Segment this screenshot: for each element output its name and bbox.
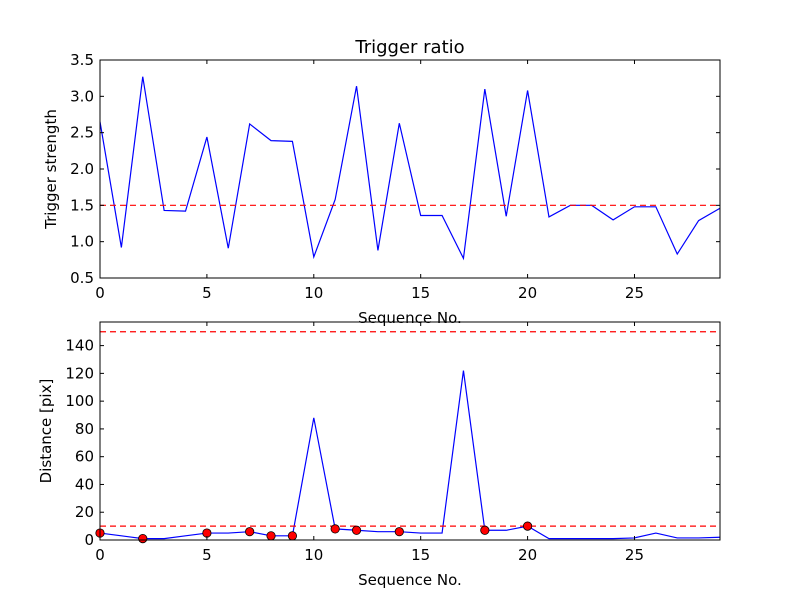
y-tick-label: 3.0 bbox=[70, 87, 94, 105]
distance-plot: Sequence No. Distance [pix] 0 5 10 15 20 25 0 2… bbox=[37, 321, 721, 589]
data-point-marker bbox=[351, 525, 362, 535]
chart-title: Trigger ratio bbox=[354, 37, 464, 58]
x-tick-label: 25 bbox=[625, 284, 644, 302]
y-tick-label: 140 bbox=[65, 337, 94, 355]
y-tick-label: 40 bbox=[75, 475, 94, 493]
x-tick-label: 10 bbox=[304, 546, 323, 564]
x-tick-label: 15 bbox=[411, 284, 430, 302]
y-tick-label: 1.5 bbox=[70, 196, 94, 214]
x-tick-label: 5 bbox=[202, 284, 212, 302]
data-point-marker bbox=[394, 527, 404, 537]
y-tick-label: 20 bbox=[75, 503, 94, 521]
x-tick-label: 0 bbox=[95, 284, 105, 302]
y-axis-label: Distance [pix] bbox=[37, 379, 55, 484]
data-point-marker bbox=[245, 527, 255, 537]
axes-frame bbox=[99, 321, 721, 541]
data-point-marker bbox=[522, 521, 533, 531]
y-tick-label: 0.5 bbox=[70, 269, 94, 287]
y-tick-label: 80 bbox=[75, 420, 94, 438]
y-tick-label: 100 bbox=[65, 392, 94, 410]
x-tick-label: 15 bbox=[411, 546, 430, 564]
trigger-ratio-plot: Trigger ratio Sequence No. Trigger stren… bbox=[42, 37, 721, 327]
y-tick-label: 2.5 bbox=[70, 124, 94, 142]
y-tick-label: 3.5 bbox=[70, 51, 94, 69]
data-point-marker bbox=[202, 528, 212, 538]
y-tick-label: 0 bbox=[84, 531, 94, 549]
data-point-marker bbox=[138, 534, 148, 544]
x-axis-label: Sequence No. bbox=[358, 571, 462, 589]
x-tick-label: 20 bbox=[518, 546, 537, 564]
x-tick-label: 0 bbox=[95, 546, 105, 564]
y-tick-label: 2.0 bbox=[70, 160, 94, 178]
y-tick-label: 60 bbox=[75, 448, 94, 466]
x-tick-label: 25 bbox=[625, 546, 644, 564]
x-tick-label: 10 bbox=[304, 284, 323, 302]
data-point-marker bbox=[287, 531, 298, 541]
y-tick-label: 1.0 bbox=[70, 233, 94, 251]
data-point-marker bbox=[266, 531, 276, 541]
x-axis-label: Sequence No. bbox=[358, 309, 462, 327]
data-point-marker bbox=[480, 525, 490, 535]
data-point-marker bbox=[330, 524, 340, 534]
series-line bbox=[99, 76, 721, 261]
y-tick-label: 120 bbox=[65, 364, 94, 382]
x-tick-label: 5 bbox=[202, 546, 212, 564]
y-axis-label: Trigger strength bbox=[42, 109, 60, 230]
x-tick-label: 20 bbox=[518, 284, 537, 302]
